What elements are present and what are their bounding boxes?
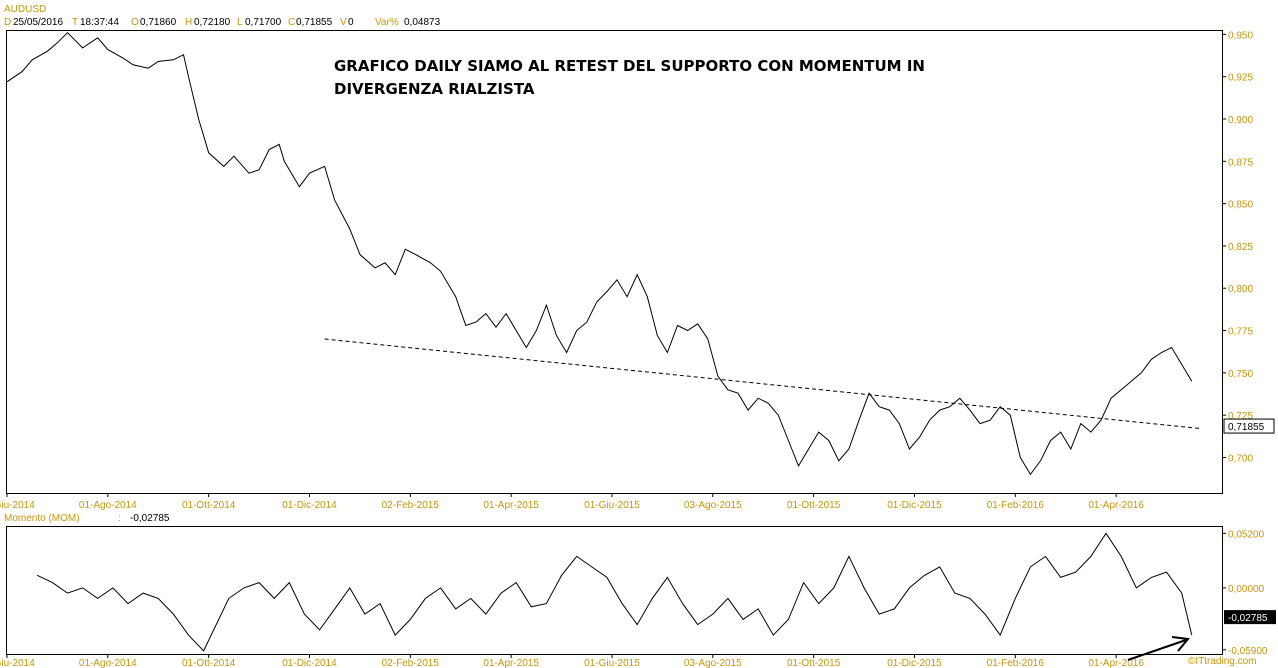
price-y-tick-label: 0,700 [1228,453,1253,464]
price-x-tick-label: 01-Feb-2016 [987,500,1045,511]
low-label: L [237,17,243,28]
price-x-tick-label: 02-Feb-2015 [382,500,440,511]
support-trendline [324,338,1202,430]
mom-x-tick-label: 01-Apr-2015 [483,658,539,668]
volume-label: V [340,17,347,28]
mom-x-tick-label: 01-Ott-2015 [787,658,841,668]
price-panel-frame [6,30,1223,494]
time-label: T [72,17,78,28]
var-label: Var% [375,17,399,28]
annotation-line-1: GRAFICO DAILY SIAMO AL RETEST DEL SUPPOR… [334,57,925,75]
mom-y-tick-label: 0,00000 [1228,584,1265,595]
annotation-line-2: DIVERGENZA RIALZISTA [334,80,535,98]
price-y-tick-label: 0,950 [1228,30,1253,41]
ohlc-readout: D 25/05/2016 T 18:37:44 O 0,71860 H 0,72… [4,17,441,28]
indicator-label: Momento (MOM) [4,513,80,524]
last-price-label: 0,71855 [1228,422,1265,433]
mom-x-tick-label: 01-Giu-2015 [584,658,640,668]
open-value: 0,71860 [140,17,177,28]
price-x-tick-label: 01-Apr-2016 [1088,500,1144,511]
indicator-value: -0,02785 [130,513,170,524]
mom-x-tick-label: 01-Dic-2014 [282,658,337,668]
price-x-tick-label: 01-Dic-2014 [282,500,337,511]
volume-value: 0 [348,17,354,28]
symbol-label: AUDUSD [4,4,46,15]
mom-x-tick-label: 01-Feb-2016 [987,658,1045,668]
price-x-tick-label: 01-Ott-2015 [787,500,841,511]
mom-x-tick-label: 01-Dic-2015 [887,658,942,668]
momentum-panel-frame [6,526,1223,655]
mom-y-tick-label: 0,05200 [1228,529,1265,540]
momentum-series-line [36,532,1193,652]
price-y-tick-label: 0,800 [1228,284,1253,295]
last-momentum-marker: -0,02785 [1224,610,1276,625]
price-series-line [6,31,1193,476]
price-x-tick-label: 01-Ago-2014 [79,500,137,511]
price-y-tick-label: 0,825 [1228,242,1253,253]
mom-x-tick-label: 01-Ago-2014 [79,658,137,668]
high-label: H [185,17,192,28]
indicator-separator: : [118,513,121,524]
low-value: 0,71700 [245,17,282,28]
time-value: 18:37:44 [80,17,119,28]
divergence-arrow [1127,636,1190,661]
price-x-tick-label: 03-Ago-2015 [684,500,742,511]
price-y-tick-label: 0,750 [1228,369,1253,380]
mom-y-tick-label: -0,05900 [1228,646,1268,657]
price-y-tick-label: 0,850 [1228,200,1253,211]
price-y-tick-label: 0,725 [1228,411,1253,422]
mom-x-tick-label: 01-Giu-2014 [0,658,35,668]
price-x-tick-label: 01-Apr-2015 [483,500,539,511]
close-label: C [288,17,295,28]
mom-x-tick-label: 02-Feb-2015 [382,658,440,668]
price-x-tick-label: 01-Dic-2015 [887,500,942,511]
date-label: D [4,17,11,28]
price-y-tick-label: 0,900 [1228,115,1253,126]
close-value: 0,71855 [296,17,333,28]
mom-x-tick-label: 03-Ago-2015 [684,658,742,668]
var-value: 0,04873 [404,17,441,28]
price-y-tick-label: 0,925 [1228,73,1253,84]
watermark: ©ITtrading.com [1188,656,1257,667]
mom-x-tick-label: 01-Apr-2016 [1088,658,1144,668]
price-x-tick-label: 01-Giu-2015 [584,500,640,511]
price-y-tick-label: 0,875 [1228,157,1253,168]
mom-x-tick-label: 01-Ott-2014 [182,658,236,668]
open-label: O [131,17,139,28]
high-value: 0,72180 [194,17,231,28]
date-value: 25/05/2016 [13,17,63,28]
last-price-marker: 0,71855 [1223,418,1275,434]
price-y-tick-label: 0,775 [1228,327,1253,338]
last-momentum-label: -0,02785 [1228,613,1268,624]
price-x-tick-label: 01-Giu-2014 [0,500,35,511]
price-x-tick-label: 01-Ott-2014 [182,500,236,511]
